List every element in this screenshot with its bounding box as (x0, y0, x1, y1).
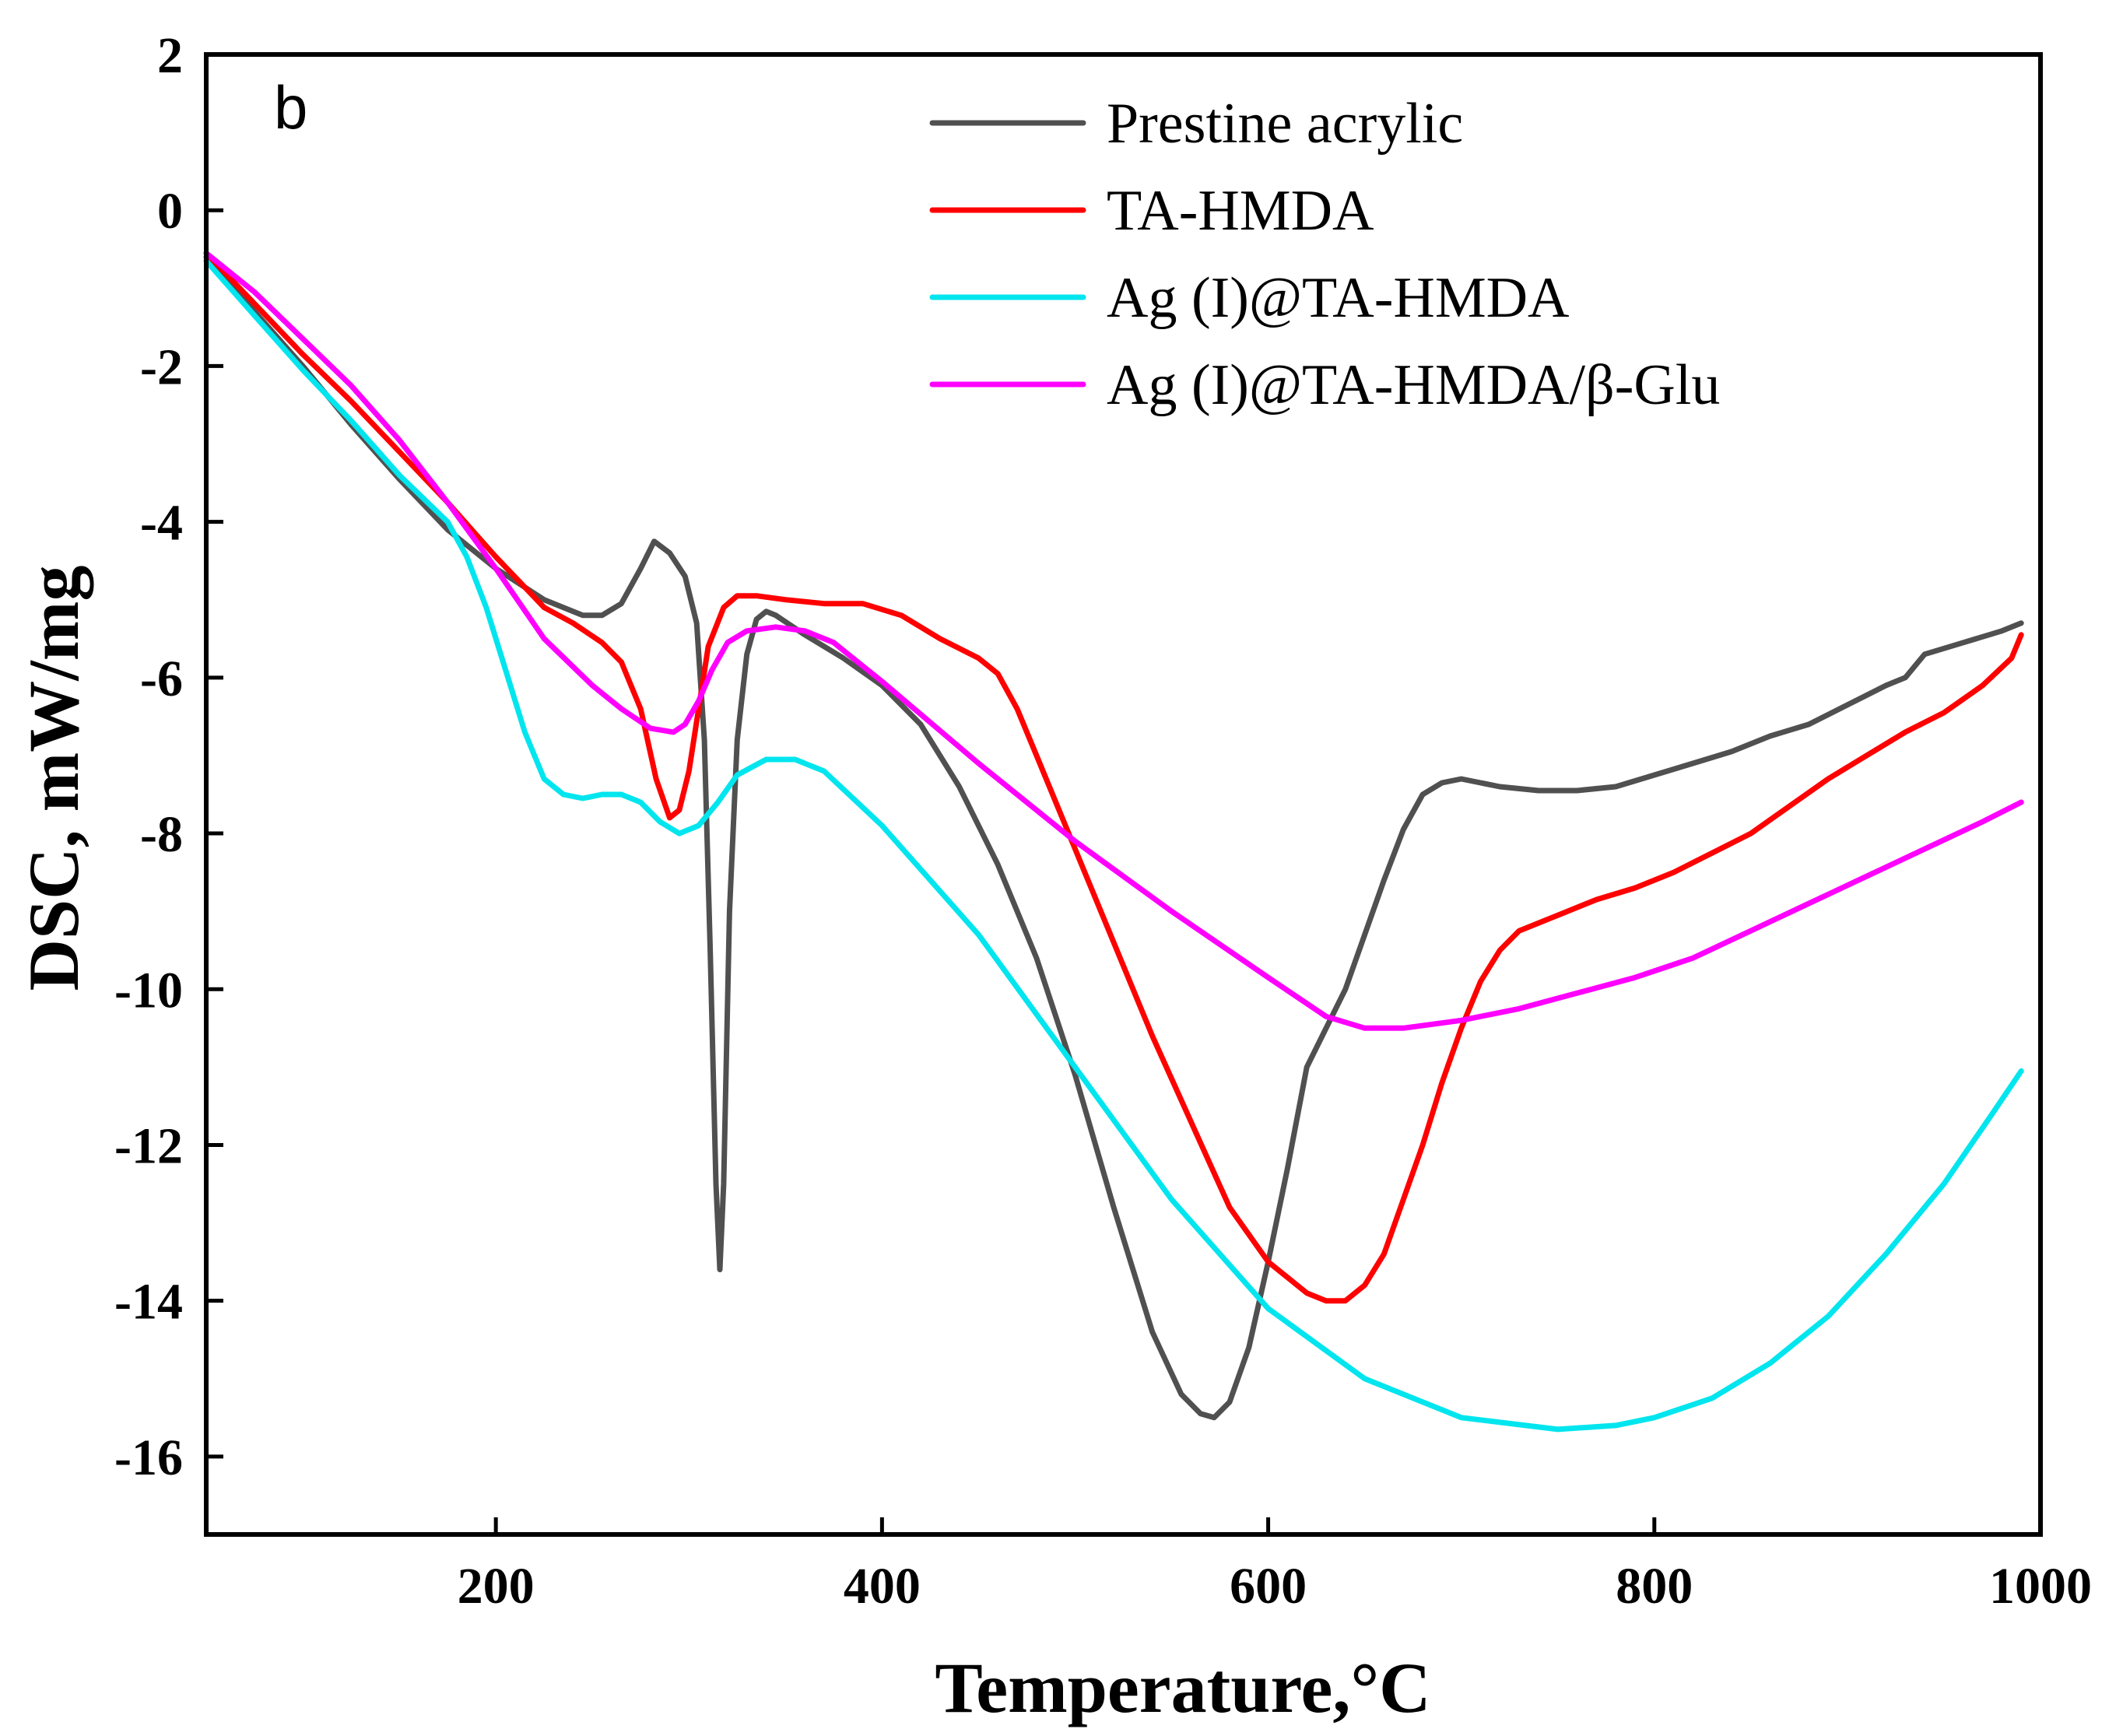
y-tick-label: -2 (140, 338, 183, 395)
y-tick-label: -10 (114, 962, 183, 1019)
y-tick-label: -16 (114, 1429, 183, 1486)
y-tick-label: -6 (140, 651, 183, 707)
x-axis-title: Temperature,°C (935, 1648, 1430, 1727)
legend-label-1: Prestine acrylic (1107, 92, 1463, 156)
y-tick-label: 2 (157, 27, 183, 84)
legend-label-3: Ag (I)@TA-HMDA (1107, 266, 1570, 330)
x-tick-label: 800 (1616, 1558, 1693, 1615)
y-tick-label: -8 (140, 806, 183, 863)
panel-label: b (274, 73, 307, 142)
x-tick-label: 1000 (1989, 1558, 2092, 1615)
legend-label-4: Ag (I)@TA-HMDA/β-Glu (1107, 353, 1720, 417)
plot-frame (204, 52, 2043, 1537)
y-tick-label: 0 (157, 183, 183, 240)
y-tick-label: -4 (140, 495, 183, 552)
series-line-3 (203, 258, 2024, 1433)
series-line-2 (203, 250, 2024, 1304)
series-line-4 (203, 250, 2024, 1031)
x-tick-label: 200 (458, 1558, 535, 1615)
x-tick-label: 400 (844, 1558, 921, 1615)
legend-label-2: TA-HMDA (1107, 179, 1374, 243)
y-tick-label: -12 (114, 1117, 183, 1174)
y-axis-title: DSC, mW/mg (14, 566, 93, 991)
series-line-1 (203, 254, 2024, 1421)
legend: Prestine acrylic TA-HMDA Ag (I)@TA-HMDA Ag … (929, 92, 1720, 417)
series-layer (203, 250, 2024, 1433)
x-tick-label: 600 (1230, 1558, 1307, 1615)
y-tick-label: -14 (114, 1274, 183, 1331)
ticks-layer: 200 400 600 800 1000 2 0 -2 -4 -6 -8 -10 -12 -14 -16 (114, 27, 2092, 1615)
